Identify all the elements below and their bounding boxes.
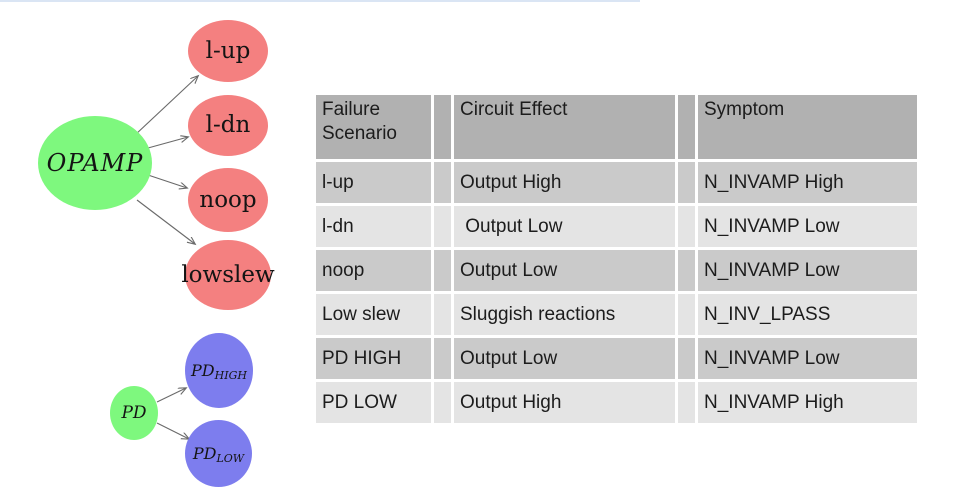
node-l-dn-label: l-dn	[205, 112, 251, 138]
cell-circuit-effect: Output Low	[454, 250, 675, 291]
cell-circuit-effect: Sluggish reactions	[454, 294, 675, 335]
node-noop-label: noop	[199, 186, 257, 213]
cell-symptom: N_INVAMP Low	[698, 250, 917, 291]
node-l-up: l-up	[188, 20, 268, 82]
table-row: PD HIGH Output Low N_INVAMP Low	[316, 338, 917, 379]
spacer-cell	[434, 162, 451, 203]
spacer-cell	[678, 294, 695, 335]
node-lowslew: lowslew	[181, 240, 275, 310]
cell-failure-scenario: l-dn	[316, 206, 431, 247]
table-row: Low slew Sluggish reactions N_INV_LPASS	[316, 294, 917, 335]
cell-failure-scenario: PD LOW	[316, 382, 431, 423]
node-lowslew-label: lowslew	[181, 261, 275, 288]
table-row: l-dn Output Low N_INVAMP Low	[316, 206, 917, 247]
spacer-cell	[678, 382, 695, 423]
node-opamp: OPAMP	[38, 116, 152, 210]
spacer-cell	[678, 250, 695, 291]
header-symptom: Symptom	[698, 95, 917, 159]
table-row: PD LOW Output High N_INVAMP High	[316, 382, 917, 423]
arrow-opamp-lup	[134, 76, 198, 136]
header-circuit-effect: Circuit Effect	[454, 95, 675, 159]
node-opamp-label: OPAMP	[46, 149, 144, 177]
cell-symptom: N_INVAMP High	[698, 382, 917, 423]
spacer-cell	[434, 250, 451, 291]
spacer-cell	[678, 206, 695, 247]
cell-failure-scenario: l-up	[316, 162, 431, 203]
top-border-line	[0, 0, 640, 2]
header-failure-scenario: Failure Scenario	[316, 95, 431, 159]
cell-circuit-effect: Output High	[454, 162, 675, 203]
arrow-opamp-noop	[147, 174, 187, 188]
node-pd-high-label: PDHIGH	[191, 360, 247, 382]
node-noop: noop	[188, 168, 268, 232]
node-pd-low-label: PDLOW	[192, 443, 245, 465]
failure-table: Failure Scenario Circuit Effect Symptom …	[313, 92, 920, 426]
spacer-cell	[434, 95, 451, 159]
arrow-opamp-lowslew	[136, 199, 195, 244]
cell-symptom: N_INV_LPASS	[698, 294, 917, 335]
node-l-dn: l-dn	[188, 95, 268, 156]
table-header-row: Failure Scenario Circuit Effect Symptom	[316, 95, 917, 159]
cell-symptom: N_INVAMP Low	[698, 338, 917, 379]
spacer-cell	[678, 95, 695, 159]
node-pd-high: PDHIGH	[185, 333, 253, 408]
node-pd-low: PDLOW	[185, 420, 252, 487]
spacer-cell	[434, 338, 451, 379]
cell-symptom: N_INVAMP Low	[698, 206, 917, 247]
cell-failure-scenario: PD HIGH	[316, 338, 431, 379]
spacer-cell	[434, 206, 451, 247]
spacer-cell	[678, 338, 695, 379]
node-pd: PD	[110, 386, 158, 440]
arrow-opamp-ldn	[147, 137, 188, 149]
cell-failure-scenario: Low slew	[316, 294, 431, 335]
node-l-up-label: l-up	[205, 37, 251, 64]
cell-circuit-effect: Output Low	[454, 338, 675, 379]
cell-failure-scenario: noop	[316, 250, 431, 291]
cell-circuit-effect: Output High	[454, 382, 675, 423]
spacer-cell	[678, 162, 695, 203]
node-pd-label: PD	[121, 402, 147, 423]
arrow-pd-pdhigh	[156, 388, 186, 403]
arrow-pd-pdlow	[156, 422, 189, 439]
cell-circuit-effect: Output Low	[454, 206, 675, 247]
table-row: noop Output Low N_INVAMP Low	[316, 250, 917, 291]
spacer-cell	[434, 382, 451, 423]
cell-symptom: N_INVAMP High	[698, 162, 917, 203]
table-row: l-up Output High N_INVAMP High	[316, 162, 917, 203]
spacer-cell	[434, 294, 451, 335]
